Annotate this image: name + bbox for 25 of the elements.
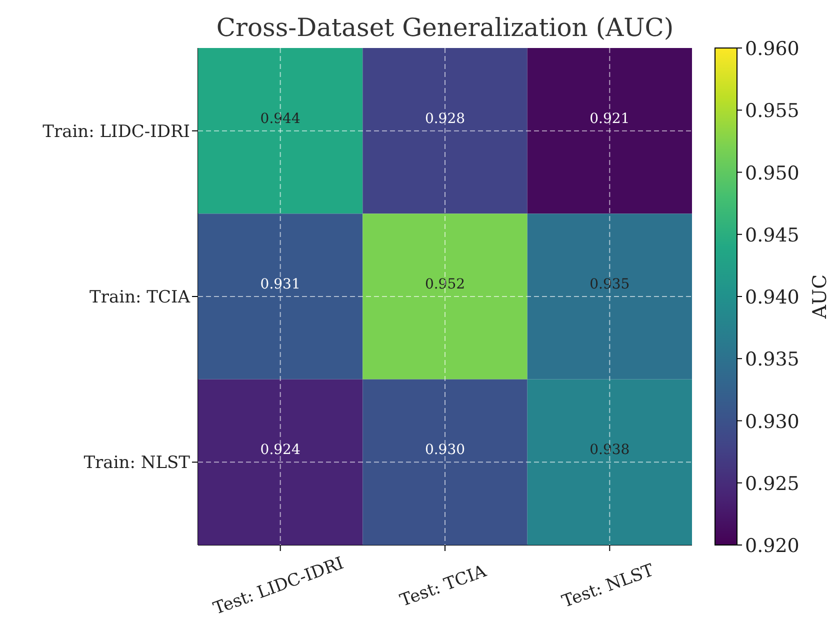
color-bar-label: 0.930 xyxy=(745,410,800,433)
color-bar-label: 0.955 xyxy=(745,100,800,122)
x-tick-label: Test: TCIA xyxy=(398,561,490,612)
color-bar-label: 0.950 xyxy=(745,162,800,184)
color-bar-title: AUC xyxy=(809,274,831,320)
color-bar-label: 0.960 xyxy=(745,38,800,60)
data-label: 0.928 xyxy=(424,110,466,127)
data-label: 0.924 xyxy=(260,442,300,458)
color-bar-label: 0.945 xyxy=(745,224,800,246)
chart-title: Cross-Dataset Generalization (AUC) xyxy=(216,13,674,42)
data-label: 0.935 xyxy=(590,276,630,292)
data-label: 0.938 xyxy=(590,442,630,458)
color-bar-label: 0.920 xyxy=(745,535,800,557)
data-label: 0.921 xyxy=(590,110,630,127)
color-bar-label: 0.940 xyxy=(745,286,800,308)
data-label: 0.944 xyxy=(260,110,300,127)
y-tick-label: Train: TCIA xyxy=(90,288,191,308)
y-tick-label: Train: NLST xyxy=(84,453,191,474)
color-bar-label: 0.935 xyxy=(745,348,800,371)
data-label: 0.952 xyxy=(424,276,466,292)
x-tick-label: Test: NLST xyxy=(559,560,658,612)
y-tick-label: Train: LIDC-IDRI xyxy=(42,122,190,142)
color-bar-label: 0.925 xyxy=(745,472,800,495)
data-label: 0.930 xyxy=(424,442,466,458)
data-label: 0.931 xyxy=(260,276,300,292)
